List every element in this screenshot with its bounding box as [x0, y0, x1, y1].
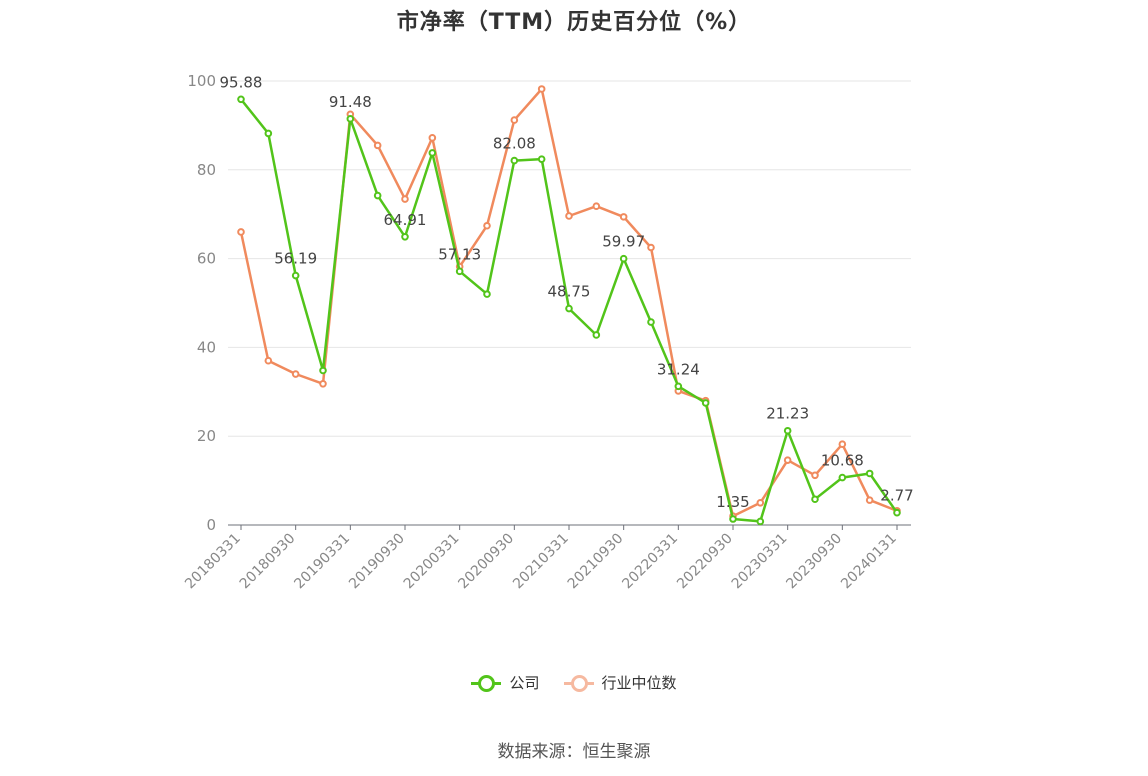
data-label: 10.68: [821, 452, 864, 470]
point-industry: [483, 221, 491, 230]
point-company: [811, 495, 819, 504]
point-company: [428, 149, 437, 157]
point-industry: [783, 456, 792, 464]
x-axis: 2018033120180930201903312019093020200331…: [182, 524, 911, 593]
y-tick-label: 40: [197, 338, 216, 356]
point-industry: [428, 134, 437, 142]
x-tick-label: 20210331: [510, 531, 572, 593]
x-tick-label: 20190331: [291, 531, 353, 593]
point-industry: [565, 212, 573, 220]
point-company: [237, 95, 245, 104]
legend-item-company[interactable]: 公司: [471, 672, 540, 693]
point-company: [455, 267, 464, 276]
legend-company-label: 公司: [509, 674, 540, 692]
point-company: [893, 508, 901, 517]
point-company: [264, 129, 273, 138]
data-label: 59.97: [602, 233, 645, 251]
data-label: 2.77: [880, 487, 913, 505]
point-company: [674, 382, 683, 391]
chart-title: 市净率（TTM）历史百分位（%）: [396, 10, 752, 35]
point-company: [483, 290, 491, 298]
x-tick-label: 20220331: [619, 531, 681, 593]
legend-company-marker: [471, 674, 502, 692]
point-industry: [537, 85, 546, 93]
data-label: 91.48: [329, 93, 372, 111]
data-label: 31.24: [657, 360, 700, 378]
point-company: [565, 304, 573, 313]
point-company: [647, 318, 655, 326]
series-group: [237, 85, 901, 526]
point-company: [346, 115, 355, 123]
y-tick-label: 0: [206, 516, 216, 534]
x-tick-label: 20240131: [838, 531, 900, 593]
legend-industry-marker: [563, 674, 594, 692]
point-industry: [319, 380, 327, 388]
data-label: 21.23: [766, 405, 809, 423]
point-company: [701, 399, 710, 407]
y-tick-label: 20: [197, 427, 216, 445]
point-industry: [291, 370, 300, 378]
x-tick-label: 20180930: [237, 531, 299, 593]
point-industry: [592, 202, 601, 211]
data-labels: 95.88 56.19 91.48 64.91 57.13 82.08 48.75 59.97…: [220, 73, 914, 511]
point-industry: [401, 195, 409, 203]
point-industry: [619, 213, 628, 221]
x-tick-label: 20210930: [565, 531, 627, 593]
data-label: 95.88: [220, 73, 263, 91]
data-label: 56.19: [274, 250, 317, 268]
grid-lines: [228, 80, 911, 437]
point-industry: [373, 141, 382, 150]
point-company: [783, 426, 792, 435]
y-tick-label: 60: [197, 250, 216, 268]
point-industry: [264, 356, 273, 365]
point-company: [373, 191, 382, 200]
x-tick-label: 20190930: [346, 531, 408, 593]
point-company: [537, 155, 546, 163]
point-industry: [865, 496, 874, 504]
point-industry: [237, 228, 245, 236]
point-industry: [838, 440, 847, 448]
data-label: 48.75: [548, 283, 591, 301]
x-tick-label: 20200930: [455, 531, 517, 593]
x-tick-label: 20230930: [783, 531, 845, 593]
point-industry: [647, 243, 655, 252]
point-industry: [756, 499, 765, 507]
point-company: [865, 469, 874, 478]
point-company: [729, 515, 737, 523]
point-company: [319, 366, 327, 375]
point-company: [592, 331, 601, 339]
point-company: [838, 473, 847, 482]
point-industry: [510, 116, 519, 124]
point-company: [510, 156, 519, 165]
y-tick-label: 80: [197, 161, 216, 179]
data-label: 57.13: [438, 245, 481, 263]
point-company: [756, 517, 765, 526]
x-tick-label: 20220930: [674, 531, 736, 593]
point-company: [291, 271, 300, 280]
data-label: 1.35: [716, 493, 749, 511]
legend-item-industry[interactable]: 行业中位数: [563, 672, 677, 693]
x-tick-label: 20230331: [729, 531, 791, 593]
legend: 公司 行业中位数: [0, 672, 1148, 693]
data-source: 数据来源：恒生聚源: [497, 742, 651, 762]
legend-industry-label: 行业中位数: [601, 674, 677, 692]
chart-area: 0 20 40 60 80 100 201803312018093020190331201…: [182, 72, 914, 593]
point-company: [619, 254, 628, 263]
y-tick-label: 100: [187, 72, 216, 90]
point-company: [401, 232, 409, 241]
data-label: 82.08: [493, 135, 536, 153]
point-industry: [811, 471, 819, 480]
x-tick-label: 20200331: [401, 531, 463, 593]
data-label: 64.91: [384, 211, 427, 229]
y-axis-ticks: 0 20 40 60 80 100: [187, 72, 216, 534]
x-tick-label: 20180331: [182, 531, 244, 593]
